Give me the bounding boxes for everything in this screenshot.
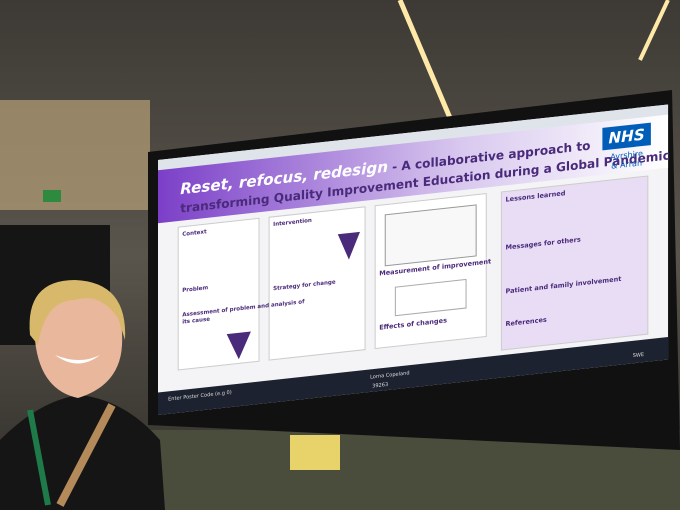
diagram [384,204,477,267]
wall-panel [0,100,150,210]
chart-thumbnail [394,278,467,317]
section-heading: Context [182,229,207,238]
language-indicator: SWE [633,352,644,359]
section-heading: Intervention [273,218,312,228]
presenter-name: Lorna Copeland [370,370,409,380]
ceiling-light [397,0,453,119]
logo-region: & Arran [611,157,642,170]
browser-bar [158,104,669,171]
column [268,206,366,361]
section-heading: its cause [182,317,210,326]
ceiling-light [638,0,670,61]
lanyard [27,409,51,506]
screen: Reset, refocus, redesign - A collaborati… [158,104,670,415]
exit-sign [43,190,61,202]
column [177,217,260,371]
funnel-icon [226,331,251,360]
poster-header [158,114,669,224]
nhs-logo-box [602,122,651,151]
section-heading: Problem [182,285,208,294]
poster-number: 39263 [372,382,388,390]
smile [55,355,100,364]
person-face [34,283,123,398]
funnel-icon [337,231,360,260]
column [500,175,649,351]
person-hair [29,280,126,345]
bag-strap [56,403,116,507]
fence [290,435,340,470]
taskbar [158,337,669,415]
logo-region: Ayrshire [610,148,643,162]
nhs-logo: NHS [609,126,645,148]
